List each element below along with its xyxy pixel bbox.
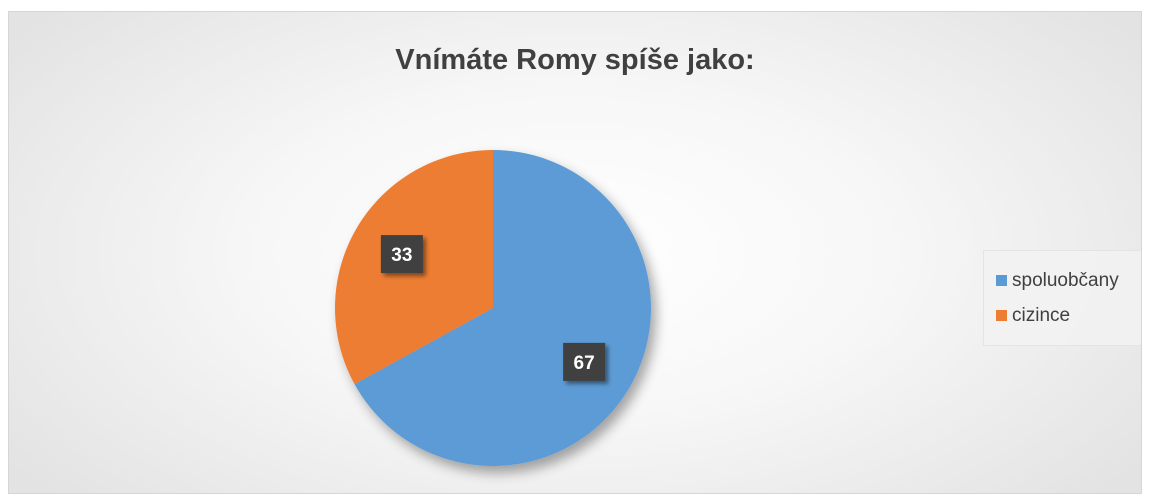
legend-swatch: [996, 310, 1007, 321]
legend-swatch: [996, 275, 1007, 286]
data-label-text: 33: [391, 245, 412, 266]
data-label: 67: [563, 342, 606, 381]
legend-label: cizince: [1012, 304, 1071, 326]
legend-item-cizince: cizince: [996, 298, 1141, 333]
chart-legend: spoluobčany cizince: [983, 250, 1141, 346]
data-label-box: [380, 235, 423, 274]
legend-item-spoluobcany: spoluobčany: [996, 263, 1141, 298]
legend-label: spoluobčany: [1012, 269, 1119, 291]
data-label: 33: [380, 235, 423, 274]
data-label-text: 67: [574, 353, 595, 374]
chart-area: Vnímáte Romy spíše jako: 67 33 spoluobčan…: [8, 11, 1142, 494]
pie-slice-spoluobčany: [354, 150, 652, 466]
data-label-box: [563, 342, 606, 381]
pie-chart: 67 33: [334, 150, 652, 466]
chart-title: Vnímáte Romy spíše jako:: [395, 44, 755, 76]
